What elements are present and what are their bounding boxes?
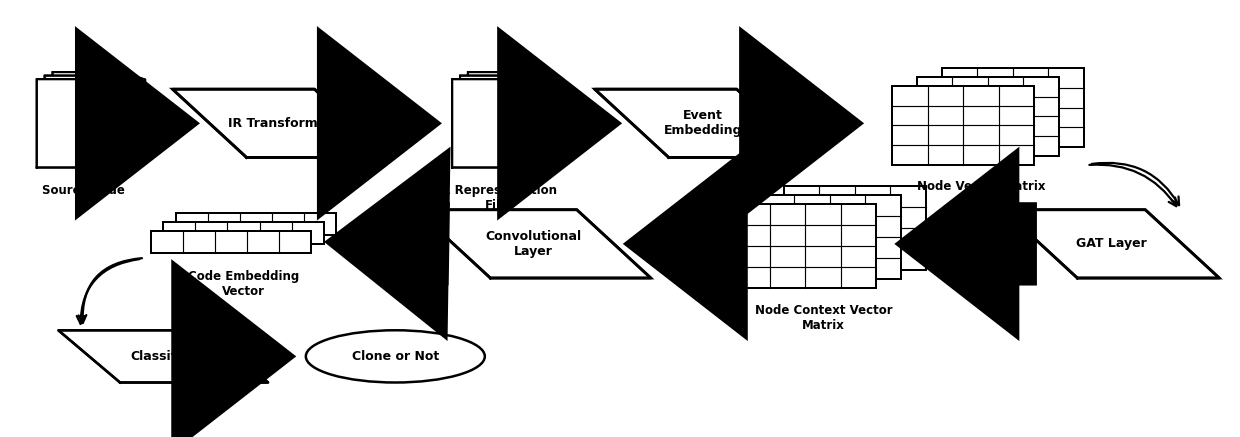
Text: Convolutional
Layer: Convolutional Layer xyxy=(486,230,582,258)
Polygon shape xyxy=(941,69,1084,147)
Polygon shape xyxy=(164,222,324,244)
Text: Node Context Vector
Matrix: Node Context Vector Matrix xyxy=(755,304,893,332)
Text: Node Vector Matrix: Node Vector Matrix xyxy=(918,180,1047,193)
Polygon shape xyxy=(52,72,145,160)
Polygon shape xyxy=(417,210,651,278)
Polygon shape xyxy=(453,79,541,167)
Polygon shape xyxy=(45,76,138,164)
Polygon shape xyxy=(595,89,811,157)
Polygon shape xyxy=(460,76,549,164)
Text: GAT Layer: GAT Layer xyxy=(1076,237,1147,250)
Polygon shape xyxy=(734,204,877,288)
Polygon shape xyxy=(172,89,388,157)
Polygon shape xyxy=(58,330,268,382)
Polygon shape xyxy=(759,195,900,279)
Text: Clone or Not: Clone or Not xyxy=(352,350,439,363)
Polygon shape xyxy=(37,79,129,167)
Text: Classifier: Classifier xyxy=(130,350,196,363)
Text: Source Code: Source Code xyxy=(42,184,124,197)
Text: Event
Embedding: Event Embedding xyxy=(663,109,742,137)
Polygon shape xyxy=(176,213,336,235)
Polygon shape xyxy=(1003,210,1219,278)
Polygon shape xyxy=(784,186,925,271)
Text: IR Representation
File: IR Representation File xyxy=(436,184,557,212)
Ellipse shape xyxy=(306,330,485,382)
Polygon shape xyxy=(916,77,1059,156)
Polygon shape xyxy=(467,72,557,160)
Text: IR Transformer: IR Transformer xyxy=(228,117,332,130)
Polygon shape xyxy=(151,231,311,253)
Polygon shape xyxy=(893,86,1034,164)
Text: Code Embedding
Vector: Code Embedding Vector xyxy=(188,270,299,298)
